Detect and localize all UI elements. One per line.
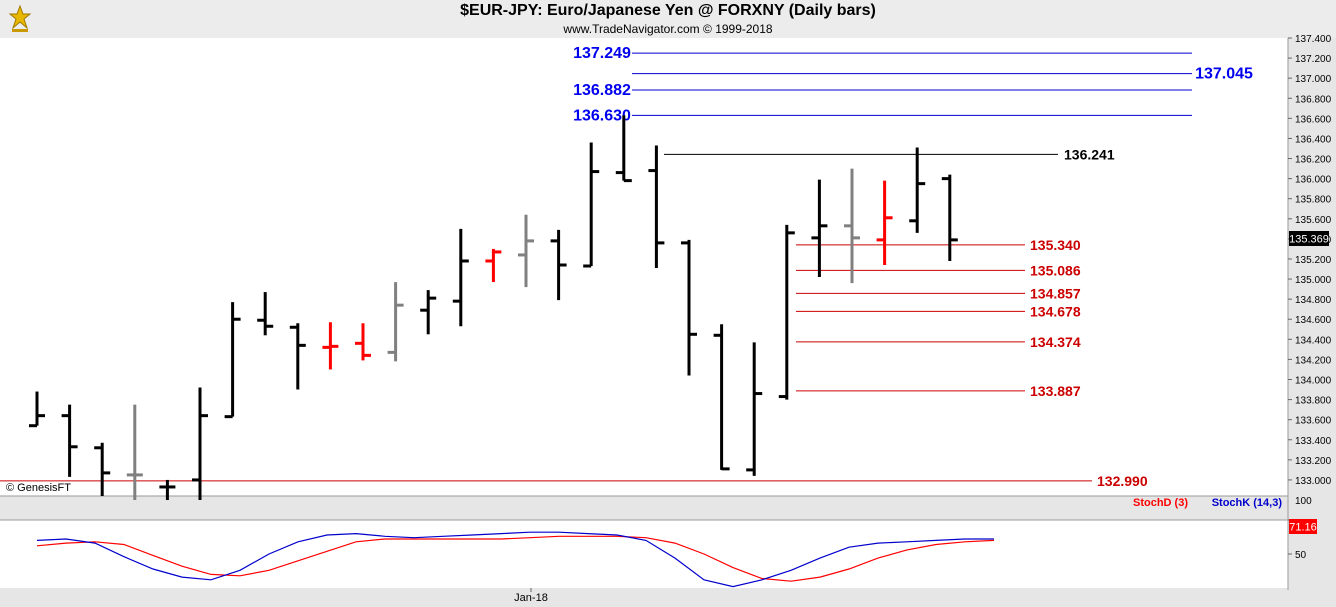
last-price-badge: 135.369 [1289, 231, 1329, 246]
level-label: 134.857 [1030, 285, 1081, 301]
level-label: 133.887 [1030, 383, 1081, 399]
price-tick-label: 133.200 [1295, 456, 1332, 467]
price-tick-label: 136.000 [1295, 175, 1332, 186]
last-price-label: 135.369 [1289, 234, 1329, 246]
level-label: 136.241 [1064, 146, 1115, 162]
stoch-last-badge: 71.16 [1289, 519, 1317, 534]
level-label: 134.374 [1030, 334, 1081, 350]
stoch-last-label: 71.16 [1289, 522, 1317, 534]
chart-header: $EUR-JPY: Euro/Japanese Yen @ FORXNY (Da… [0, 0, 1336, 38]
level-label: 135.340 [1030, 237, 1081, 253]
stochd-line [36, 535, 995, 582]
genesis-logo-icon [6, 4, 34, 34]
price-tick-label: 136.200 [1295, 155, 1332, 166]
price-tick-label: 133.800 [1295, 396, 1332, 407]
price-tick-label: 135.000 [1295, 275, 1332, 286]
price-tick-label: 136.400 [1295, 134, 1332, 145]
stoch-tick-label: 50 [1295, 550, 1307, 561]
stochastic-lines [36, 531, 995, 588]
price-tick-label: 137.200 [1295, 54, 1332, 65]
price-tick-label: 135.800 [1295, 195, 1332, 206]
stochk-line [36, 531, 994, 588]
stochastic-panel [0, 520, 1288, 588]
price-tick-label: 134.400 [1295, 335, 1332, 346]
price-tick-label: 136.600 [1295, 114, 1332, 125]
chart-title: $EUR-JPY: Euro/Japanese Yen @ FORXNY (Da… [460, 2, 876, 19]
price-tick-label: 134.000 [1295, 375, 1332, 386]
price-tick-label: 135.200 [1295, 255, 1332, 266]
legend-stochk: StochK (14,3) [1212, 497, 1283, 509]
price-tick-label: 133.000 [1295, 476, 1332, 487]
price-tick-label: 137.400 [1295, 34, 1332, 45]
price-tick-label: 134.200 [1295, 355, 1332, 366]
level-label: 134.678 [1030, 303, 1081, 319]
price-tick-label: 133.600 [1295, 416, 1332, 427]
chart-subtitle: www.TradeNavigator.com © 1999-2018 [563, 22, 773, 36]
price-tick-label: 136.800 [1295, 94, 1332, 105]
stoch-tick-label: 100 [1295, 496, 1312, 507]
x-tick-label: Jan-18 [514, 592, 548, 604]
level-label: 132.990 [1097, 473, 1148, 489]
level-label: 136.882 [573, 82, 631, 99]
price-tick-label: 135.600 [1295, 215, 1332, 226]
price-panel [0, 38, 1288, 496]
level-label: 136.630 [573, 107, 631, 124]
price-tick-label: 133.400 [1295, 436, 1332, 447]
price-tick-label: 137.000 [1295, 74, 1332, 85]
level-label: 135.086 [1030, 262, 1081, 278]
price-tick-label: 134.600 [1295, 315, 1332, 326]
price-tick-label: 134.800 [1295, 295, 1332, 306]
legend-stochd: StochD (3) [1133, 497, 1188, 509]
level-lines: 137.249 137.045 136.882 136.630 136.241 135.3… [0, 45, 1253, 489]
price-axis: 137.400 137.200 137.000 136.800 136.600 136.4… [1288, 34, 1332, 487]
watermark-text: © GenesisFT [6, 482, 71, 494]
ohlc-bars [29, 115, 958, 501]
level-label: 137.045 [1195, 66, 1253, 83]
level-label: 137.249 [573, 45, 631, 62]
